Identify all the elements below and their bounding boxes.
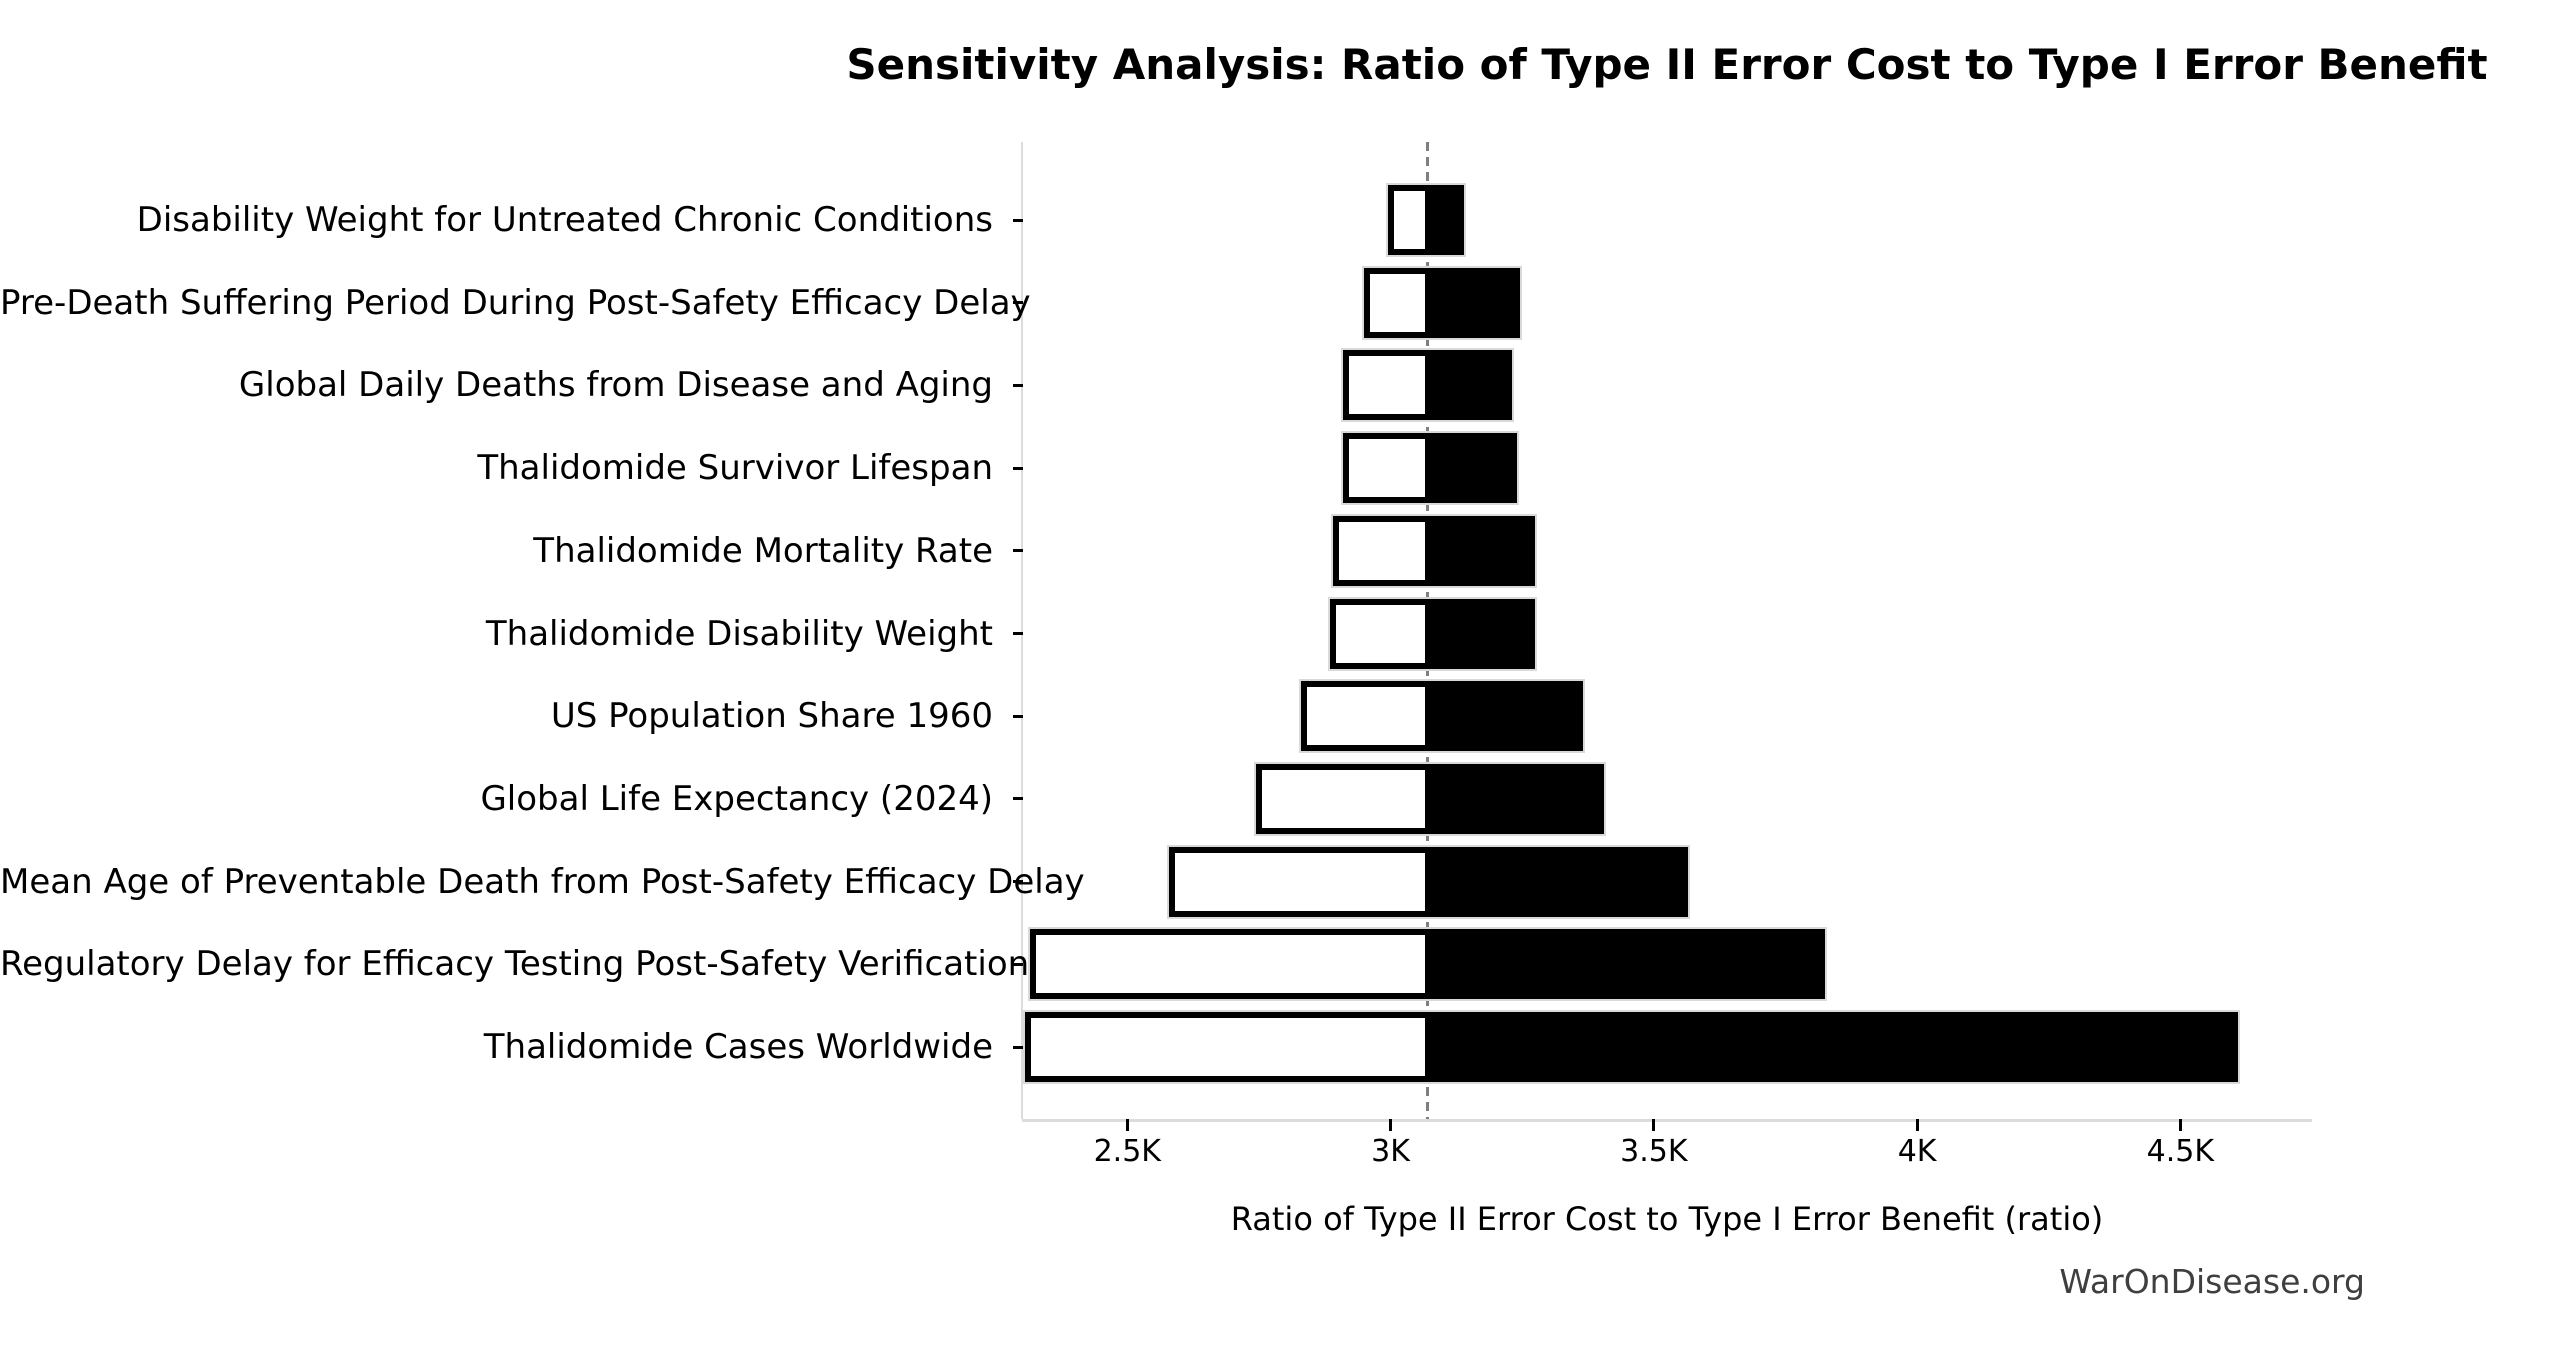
x-tick-mark xyxy=(2178,1119,2182,1131)
y-axis-line xyxy=(1021,142,1023,1119)
y-tick-mark xyxy=(1013,1045,1023,1049)
tornado-bar-row xyxy=(1343,350,1512,421)
x-tick-label: 3.5K xyxy=(1620,1134,1688,1169)
tornado-bar-row xyxy=(1343,433,1517,504)
category-label: Pre-Death Suffering Period During Post-S… xyxy=(0,282,1031,323)
low-value-bar xyxy=(1030,1018,1426,1076)
x-tick-mark xyxy=(1389,1119,1393,1131)
x-axis-line xyxy=(1022,1119,2312,1122)
tornado-bar-row xyxy=(1256,763,1604,834)
low-value-bar xyxy=(1349,356,1426,415)
y-tick-mark xyxy=(1013,549,1023,553)
x-tick-label: 3K xyxy=(1371,1134,1410,1169)
y-tick-mark xyxy=(1013,301,1023,305)
low-value-bar xyxy=(1175,852,1426,911)
y-tick-mark xyxy=(1013,714,1023,718)
tornado-bar-row xyxy=(1330,598,1536,669)
tornado-bar-row xyxy=(1024,1012,2239,1082)
x-tick-label: 4.5K xyxy=(2146,1134,2215,1169)
y-tick-mark xyxy=(1013,632,1023,635)
tornado-bar-row xyxy=(1332,515,1536,586)
x-tick-mark xyxy=(1652,1119,1656,1131)
low-value-bar xyxy=(1336,604,1426,663)
category-label: Thalidomide Mortality Rate xyxy=(533,530,993,571)
category-label: Thalidomide Survivor Lifespan xyxy=(477,448,993,489)
tornado-bar-row xyxy=(1364,267,1520,338)
tornado-bar-row xyxy=(1301,681,1583,752)
category-label: Global Life Expectancy (2024) xyxy=(480,778,993,819)
tornado-bar-row xyxy=(1029,929,1825,1000)
watermark: WarOnDisease.org xyxy=(2059,1262,2365,1301)
x-tick-label: 4K xyxy=(1897,1134,1937,1169)
category-label: Thalidomide Disability Weight xyxy=(485,613,993,654)
low-value-bar xyxy=(1370,273,1426,332)
low-value-bar xyxy=(1035,935,1426,994)
y-tick-mark xyxy=(1013,880,1023,884)
low-value-bar xyxy=(1262,769,1426,828)
category-label: Global Daily Deaths from Disease and Agi… xyxy=(238,365,993,406)
low-value-bar xyxy=(1307,687,1426,746)
x-tick-mark xyxy=(1915,1119,1919,1131)
y-tick-mark xyxy=(1013,218,1023,222)
chart-title: Sensitivity Analysis: Ratio of Type II E… xyxy=(846,40,2488,89)
x-axis-title: Ratio of Type II Error Cost to Type I Er… xyxy=(1230,1200,2104,1238)
category-label: US Population Share 1960 xyxy=(550,696,993,737)
low-value-bar xyxy=(1338,521,1426,580)
low-value-bar xyxy=(1349,439,1426,498)
x-tick-label: 2.5K xyxy=(1093,1134,1161,1169)
tornado-bar-row xyxy=(1387,185,1465,255)
category-label: Disability Weight for Untreated Chronic … xyxy=(136,200,993,240)
category-label: Mean Age of Preventable Death from Post-… xyxy=(0,861,1085,902)
x-tick-mark xyxy=(1125,1119,1129,1131)
y-tick-mark xyxy=(1013,797,1023,801)
category-label: Regulatory Delay for Efficacy Testing Po… xyxy=(0,944,1030,985)
low-value-bar xyxy=(1393,191,1426,249)
tornado-bar-row xyxy=(1169,846,1689,917)
y-tick-mark xyxy=(1013,466,1023,470)
category-label: Thalidomide Cases Worldwide xyxy=(483,1027,993,1067)
y-tick-mark xyxy=(1013,383,1023,387)
y-tick-mark xyxy=(1013,962,1023,966)
